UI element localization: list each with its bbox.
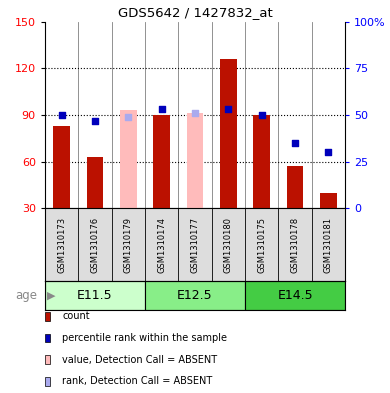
Text: GSM1310181: GSM1310181 xyxy=(324,217,333,273)
Bar xyxy=(45,281,145,310)
Bar xyxy=(145,281,245,310)
Text: GSM1310176: GSM1310176 xyxy=(90,217,99,273)
Point xyxy=(192,110,198,116)
Point xyxy=(292,140,298,146)
Point xyxy=(92,118,98,124)
Text: E11.5: E11.5 xyxy=(77,289,113,302)
Text: GSM1310175: GSM1310175 xyxy=(257,217,266,273)
Bar xyxy=(245,281,345,310)
Point xyxy=(225,106,232,112)
Bar xyxy=(220,59,237,208)
Text: percentile rank within the sample: percentile rank within the sample xyxy=(62,333,227,343)
Point xyxy=(158,106,165,112)
Bar xyxy=(254,115,270,208)
Text: GSM1310173: GSM1310173 xyxy=(57,217,66,273)
Point xyxy=(259,112,265,118)
Text: E14.5: E14.5 xyxy=(277,289,313,302)
Point xyxy=(58,112,65,118)
Text: GSM1310177: GSM1310177 xyxy=(190,217,200,273)
Bar xyxy=(87,157,103,208)
Point xyxy=(125,114,131,120)
Text: age: age xyxy=(15,289,37,302)
Bar xyxy=(287,166,303,208)
Text: GSM1310178: GSM1310178 xyxy=(291,217,300,273)
Text: ▶: ▶ xyxy=(47,291,55,301)
Text: value, Detection Call = ABSENT: value, Detection Call = ABSENT xyxy=(62,354,218,365)
Text: GSM1310179: GSM1310179 xyxy=(124,217,133,273)
Bar xyxy=(187,114,203,208)
Text: E12.5: E12.5 xyxy=(177,289,213,302)
Title: GDS5642 / 1427832_at: GDS5642 / 1427832_at xyxy=(118,6,272,19)
Bar xyxy=(53,126,70,208)
Bar xyxy=(320,193,337,208)
Text: GSM1310174: GSM1310174 xyxy=(157,217,166,273)
Text: rank, Detection Call = ABSENT: rank, Detection Call = ABSENT xyxy=(62,376,213,386)
Text: GSM1310180: GSM1310180 xyxy=(224,217,233,273)
Point xyxy=(325,149,332,156)
Bar xyxy=(153,115,170,208)
Text: count: count xyxy=(62,311,90,321)
Bar xyxy=(120,110,136,208)
